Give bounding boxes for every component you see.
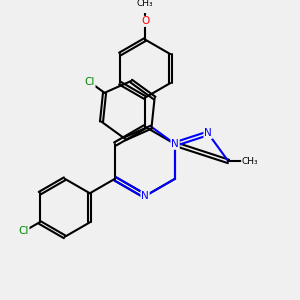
Text: CH₃: CH₃	[137, 0, 153, 8]
Text: N: N	[141, 191, 149, 201]
Text: N: N	[204, 128, 212, 138]
Text: N: N	[171, 139, 179, 149]
Text: N: N	[141, 191, 149, 201]
Text: N: N	[204, 128, 212, 138]
Text: CH₃: CH₃	[242, 157, 258, 166]
Text: O: O	[141, 16, 149, 26]
Text: Cl: Cl	[85, 77, 95, 87]
Text: Cl: Cl	[19, 226, 29, 236]
Text: N: N	[171, 139, 179, 149]
